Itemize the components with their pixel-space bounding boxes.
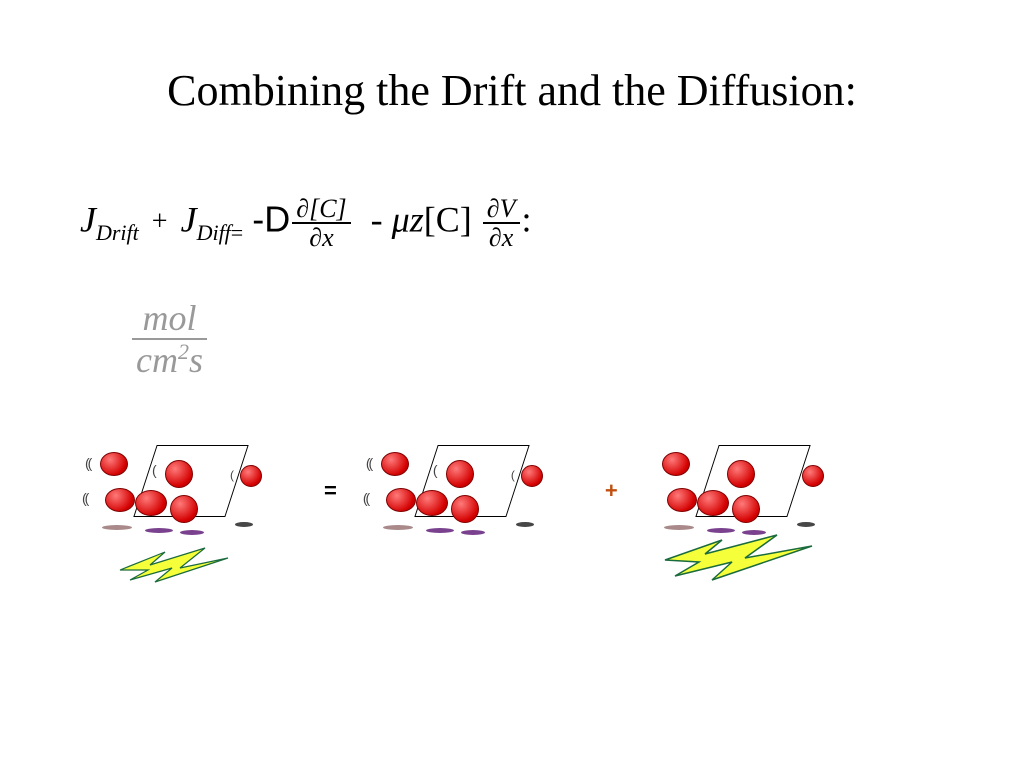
particle-diagrams: (( ( ( (( = (( ( ( bbox=[90, 440, 852, 590]
equals-operator: = bbox=[320, 478, 341, 504]
particle-icon bbox=[165, 460, 193, 488]
shadow-icon bbox=[516, 522, 534, 527]
particle-icon bbox=[170, 495, 198, 523]
drift-subscript: Drift bbox=[96, 220, 139, 245]
particle-icon bbox=[240, 465, 262, 487]
particle-icon bbox=[386, 488, 416, 512]
particle-icon bbox=[667, 488, 697, 512]
plus-operator: + bbox=[601, 478, 622, 504]
particle-icon bbox=[100, 452, 128, 476]
v-top: V bbox=[500, 194, 516, 223]
particle-icon bbox=[732, 495, 760, 523]
lightning-bolt-icon bbox=[657, 532, 827, 587]
shadow-icon bbox=[797, 522, 815, 527]
particle-icon bbox=[105, 488, 135, 512]
diff-subscript: Diff bbox=[197, 220, 231, 245]
shadow-icon bbox=[180, 530, 204, 535]
partial-bot: ∂ bbox=[309, 223, 322, 252]
motion-lines-icon: (( bbox=[85, 455, 90, 471]
particle-icon bbox=[381, 452, 409, 476]
lightning-bolt-icon bbox=[110, 540, 240, 590]
total-diagram: (( ( ( (( bbox=[90, 440, 290, 590]
shadow-icon bbox=[461, 530, 485, 535]
units-fraction: mol cm2s bbox=[132, 300, 207, 380]
motion-lines-icon: ( bbox=[433, 462, 436, 478]
particle-icon bbox=[727, 460, 755, 488]
j-drift-var: J bbox=[80, 200, 96, 240]
x-bot: x bbox=[322, 223, 334, 252]
partial-v-top: ∂ bbox=[487, 194, 500, 223]
partial-top: ∂ bbox=[296, 194, 309, 223]
c-bracket: [C] bbox=[424, 200, 472, 240]
motion-lines-icon: (( bbox=[363, 490, 368, 506]
motion-lines-icon: ( bbox=[152, 462, 155, 478]
x-v-bot: x bbox=[502, 223, 514, 252]
shadow-icon bbox=[145, 528, 173, 533]
motion-lines-icon: ( bbox=[511, 468, 513, 482]
particle-icon bbox=[662, 452, 690, 476]
dv-dx-fraction: ∂V ∂x bbox=[483, 195, 520, 252]
units-num: mol bbox=[132, 300, 207, 340]
shadow-icon bbox=[102, 525, 132, 530]
shadow-icon bbox=[235, 522, 253, 527]
units-label: mol cm2s bbox=[130, 300, 209, 380]
z-var: z bbox=[410, 200, 424, 240]
plus-operator: + bbox=[148, 206, 172, 237]
d-coeff: D bbox=[264, 199, 290, 240]
units-sup: 2 bbox=[178, 339, 189, 364]
particle-icon bbox=[446, 460, 474, 488]
particle-icon bbox=[135, 490, 167, 516]
mu-var: μ bbox=[392, 200, 410, 240]
partial-v-bot: ∂ bbox=[489, 223, 502, 252]
drift-diffusion-equation: JDrift + JDiff= -D ∂[C] ∂x - μz[C] ∂V ∂x… bbox=[80, 195, 532, 252]
slide-title: Combining the Drift and the Diffusion: bbox=[0, 65, 1024, 116]
c-top: [C] bbox=[309, 194, 347, 223]
particle-icon bbox=[416, 490, 448, 516]
drift-diagram bbox=[652, 440, 852, 590]
equals-sign: = bbox=[231, 220, 243, 245]
shadow-icon bbox=[426, 528, 454, 533]
particle-icon bbox=[802, 465, 824, 487]
particle-icon bbox=[451, 495, 479, 523]
shadow-icon bbox=[383, 525, 413, 530]
units-cm: cm bbox=[136, 340, 178, 380]
j-diff-var: J bbox=[181, 200, 197, 240]
neg-sign-1: - bbox=[252, 199, 264, 240]
shadow-icon bbox=[664, 525, 694, 530]
neg-sign-2: - bbox=[371, 200, 383, 240]
particle-icon bbox=[697, 490, 729, 516]
colon: : bbox=[522, 200, 532, 240]
diffusion-diagram: (( ( ( (( bbox=[371, 440, 571, 590]
motion-lines-icon: ( bbox=[230, 468, 232, 482]
motion-lines-icon: (( bbox=[82, 490, 87, 506]
motion-lines-icon: (( bbox=[366, 455, 371, 471]
dc-dx-fraction: ∂[C] ∂x bbox=[292, 195, 350, 252]
units-s: s bbox=[189, 340, 203, 380]
particle-icon bbox=[521, 465, 543, 487]
slide: Combining the Drift and the Diffusion: J… bbox=[0, 0, 1024, 768]
